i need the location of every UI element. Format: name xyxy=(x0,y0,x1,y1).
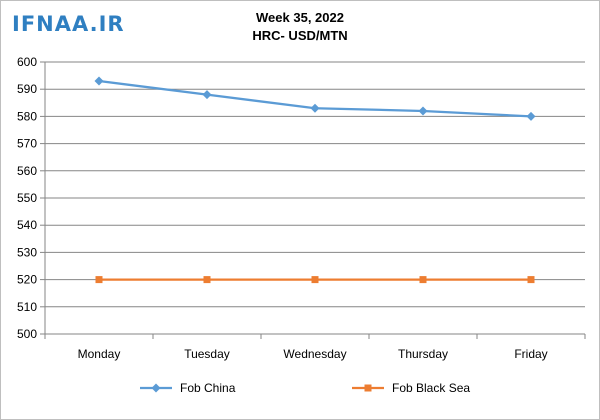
site-logo: IFNAA.IR xyxy=(12,12,125,36)
x-tick-label: Friday xyxy=(514,347,547,361)
data-point xyxy=(419,276,427,284)
legend-marker xyxy=(151,383,161,393)
x-tick-label: Tuesday xyxy=(184,347,230,361)
y-tick-label: 520 xyxy=(17,273,37,287)
legend-label: Fob China xyxy=(180,381,236,395)
data-point xyxy=(310,103,320,113)
x-tick-label: Wednesday xyxy=(283,347,346,361)
y-tick-label: 580 xyxy=(17,109,37,123)
data-point xyxy=(95,276,103,284)
y-tick-label: 600 xyxy=(17,55,37,69)
data-point xyxy=(418,106,428,116)
data-point xyxy=(203,276,211,284)
y-tick-label: 560 xyxy=(17,164,37,178)
y-tick-label: 590 xyxy=(17,82,37,96)
legend-marker xyxy=(364,384,372,392)
data-point xyxy=(94,76,104,86)
y-tick-label: 500 xyxy=(17,327,37,341)
chart-subtitle: HRC- USD/MTN xyxy=(252,28,348,43)
y-tick-label: 550 xyxy=(17,191,37,205)
y-tick-label: 540 xyxy=(17,218,37,232)
data-point xyxy=(526,111,536,121)
y-tick-label: 570 xyxy=(17,137,37,151)
y-tick-label: 510 xyxy=(17,300,37,314)
legend-label: Fob Black Sea xyxy=(392,381,470,395)
data-point xyxy=(527,276,535,284)
x-tick-label: Thursday xyxy=(398,347,448,361)
chart-title: Week 35, 2022 xyxy=(256,10,344,25)
data-point xyxy=(202,90,212,100)
data-point xyxy=(311,276,319,284)
y-tick-label: 530 xyxy=(17,245,37,259)
x-tick-label: Monday xyxy=(78,347,121,361)
